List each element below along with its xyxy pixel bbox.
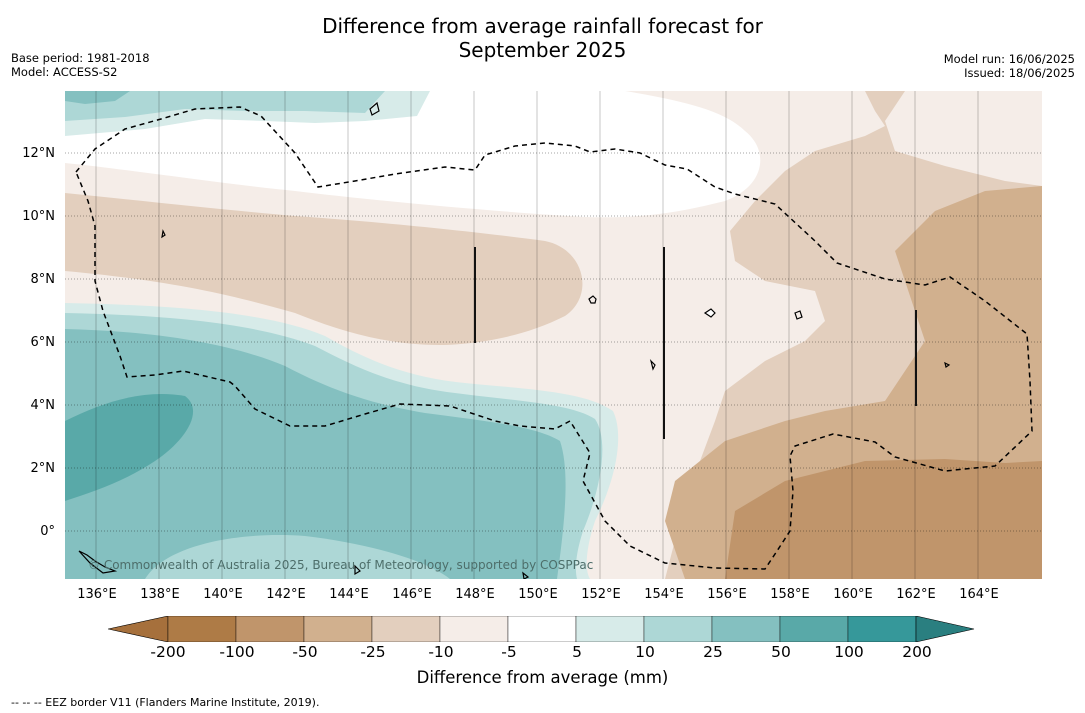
meta-right: Model run: 16/06/2025 Issued: 18/06/2025 [944,52,1075,80]
band-central-tan [65,193,583,346]
lat-label-2n: 2°N [30,461,56,476]
lon-label-140e: 140°E [203,587,243,602]
colorbar-segment [575,615,645,643]
colorbar-tick-minus-100: -100 [219,643,255,661]
meridian-lines [95,91,979,579]
colorbar-extend-low [107,615,169,643]
colorbar-segment [643,615,713,643]
band-south-teal [65,329,566,579]
map-svg [65,91,1042,579]
solid-border-lines [474,247,917,439]
issued-date: Issued: 18/06/2025 [964,66,1075,80]
colorbar [107,615,978,643]
colorbar-tick-minus-25: -25 [360,643,386,661]
lon-label-150e: 150°E [518,587,558,602]
lon-label-162e: 162°E [896,587,936,602]
colorbar-segment [235,615,305,643]
lat-label-6n: 6°N [30,335,56,350]
copyright-note: © Commonwealth of Australia 2025, Bureau… [88,558,594,572]
lon-label-158e: 158°E [770,587,810,602]
band-north-east-light [885,91,1042,186]
eez-legend-note: -- -- -- EEZ border V11 (Flanders Marine… [11,696,320,709]
colorbar-segment [303,615,373,643]
title-line-1: Difference from average rainfall forecas… [322,14,763,38]
lat-label-0: 0° [40,524,55,539]
lon-label-144e: 144°E [329,587,369,602]
colorbar-segment [439,615,509,643]
lon-label-146e: 146°E [392,587,432,602]
colorbar-tick-minus-5: -5 [501,643,517,661]
lon-label-138e: 138°E [140,587,180,602]
colorbar-tick-50: 50 [771,643,791,661]
lon-label-154e: 154°E [644,587,684,602]
band-south-edge-green [145,535,450,579]
meta-left: Base period: 1981-2018 Model: ACCESS-S2 [11,51,150,79]
lat-label-8n: 8°N [30,272,56,287]
band-south-west-dark-teal [65,393,194,501]
colorbar-tick-minus-50: -50 [292,643,318,661]
band-north-west-teal [65,91,130,104]
lon-label-152e: 152°E [581,587,621,602]
colorbar-tick-200: 200 [902,643,932,661]
colorbar-tick-minus-200: -200 [150,643,186,661]
islands [78,101,951,579]
colorbar-segment [711,615,781,643]
map-title: Difference from average rainfall forecas… [0,14,1085,62]
base-period: Base period: 1981-2018 [11,51,150,65]
colorbar-tick-100: 100 [834,643,864,661]
lon-label-160e: 160°E [833,587,873,602]
colorbar-segment [779,615,849,643]
lon-label-164e: 164°E [959,587,999,602]
colorbar-tick-25: 25 [703,643,723,661]
lat-label-4n: 4°N [30,398,56,413]
colorbar-svg [107,615,975,643]
rainfall-map [65,91,1042,579]
colorbar-segment [371,615,441,643]
lon-label-136e: 136°E [77,587,117,602]
title-line-2: September 2025 [458,38,627,62]
band-east-dark-tan [725,459,1042,579]
colorbar-tick-10: 10 [635,643,655,661]
model-run: Model run: 16/06/2025 [943,52,1075,66]
parallel-lines [65,152,1042,532]
lon-label-142e: 142°E [266,587,306,602]
lon-label-156e: 156°E [707,587,747,602]
band-north-west-green [65,91,385,121]
model-name: Model: ACCESS-S2 [11,65,118,79]
colorbar-tick-minus-10: -10 [428,643,454,661]
lat-label-10n: 10°N [22,209,55,224]
colorbar-tick-5: 5 [572,643,582,661]
colorbar-segment [167,615,237,643]
eez-border [75,106,1033,570]
colorbar-extend-high [915,615,975,643]
colorbar-segment [847,615,917,643]
lat-label-12n: 12°N [22,146,55,161]
lon-label-148e: 148°E [455,587,495,602]
colorbar-segment [507,615,577,643]
colorbar-title: Difference from average (mm) [416,668,669,687]
